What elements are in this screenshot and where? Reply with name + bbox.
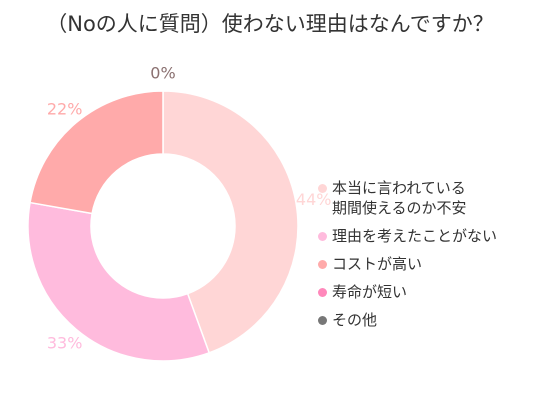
legend-label-1: 本当に言われている 期間使えるのか不安 [332, 179, 467, 217]
donut-slice-1 [162, 90, 299, 354]
slice-label-4: 0% [150, 64, 175, 83]
legend-swatch-5 [318, 316, 327, 325]
legend-item-4: 寿命が短い [318, 282, 540, 302]
chart-title: （Noの人に質問）使わない理由はなんですか？ [46, 12, 494, 36]
slice-label-1: 44% [296, 190, 332, 209]
donut-slice-2 [27, 201, 211, 362]
legend-item-5: その他 [318, 310, 540, 330]
slice-label-2: 33% [47, 334, 83, 353]
legend-swatch-2 [318, 232, 327, 241]
legend-label-2: 理由を考えたことがない [332, 227, 498, 245]
legend-swatch-4 [318, 288, 327, 297]
legend-item-2: 理由を考えたことがない [318, 226, 540, 246]
legend-label-5: その他 [332, 311, 378, 329]
legend-label-4: 寿命が短い [332, 283, 408, 301]
legend-label-3: コストが高い [332, 255, 423, 273]
chart-legend: 本当に言われている 期間使えるのか不安理由を考えたことがない コストが高い 寿命が短… [318, 178, 540, 338]
legend-item-3: コストが高い [318, 254, 540, 274]
legend-item-1: 本当に言われている 期間使えるのか不安 [318, 178, 540, 218]
slice-label-3: 22% [47, 99, 83, 118]
donut-slice-3 [29, 90, 164, 215]
legend-swatch-1 [318, 184, 327, 193]
legend-swatch-3 [318, 260, 327, 269]
